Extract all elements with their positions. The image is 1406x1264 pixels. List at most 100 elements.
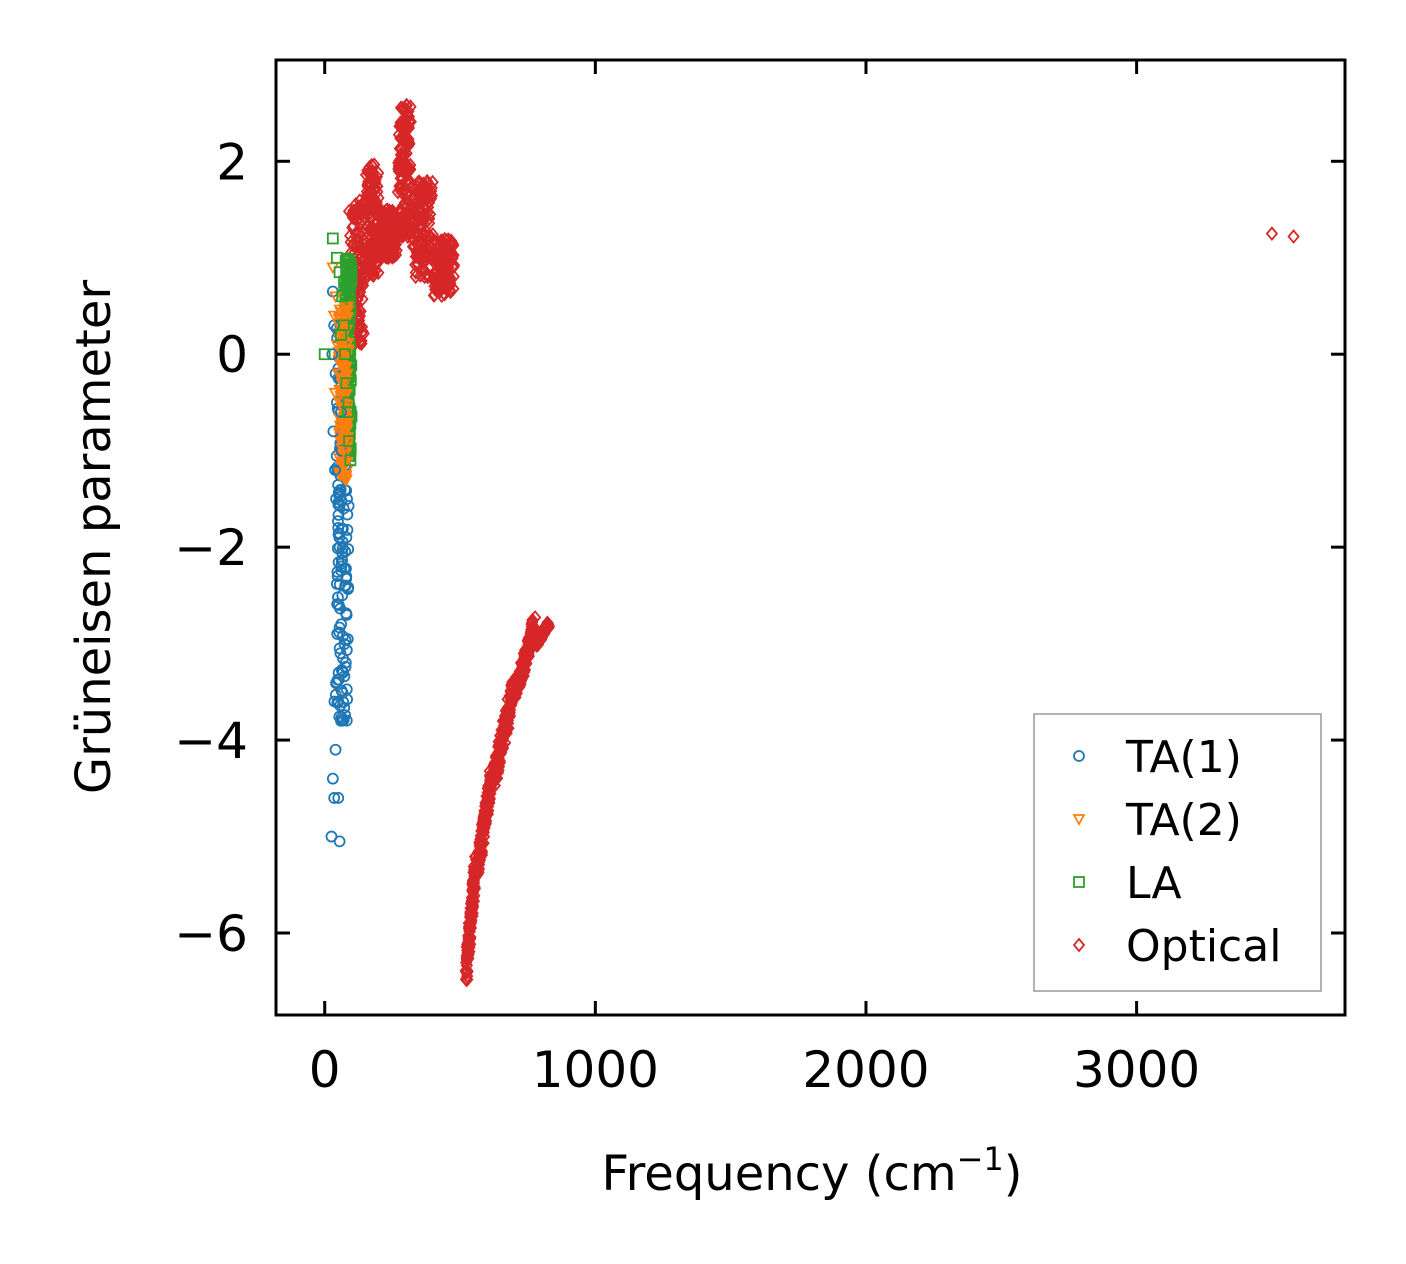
point-ta-1- bbox=[340, 609, 353, 621]
point-optical bbox=[444, 270, 457, 286]
y-tick-label: 2 bbox=[216, 133, 248, 191]
point-optical bbox=[401, 131, 415, 147]
point-optical bbox=[459, 971, 473, 987]
point-ta-1- bbox=[335, 618, 348, 631]
y-tick-label: −4 bbox=[174, 712, 248, 770]
point-la bbox=[335, 329, 347, 341]
point-optical bbox=[468, 879, 481, 895]
point-optical bbox=[493, 755, 507, 771]
legend-label-ta-1-: TA(1) bbox=[1125, 732, 1242, 783]
legend-marker-la bbox=[1073, 876, 1085, 888]
y-tick-label: 0 bbox=[216, 326, 248, 384]
point-optical bbox=[353, 335, 367, 351]
point-optical bbox=[444, 284, 457, 300]
point-ta-1- bbox=[329, 743, 342, 756]
axis-ticks: 0 1000 2000 3000 −6 −4 −2 0 2 bbox=[174, 60, 1345, 1099]
point-ta-1- bbox=[330, 676, 343, 689]
point-ta-1- bbox=[335, 714, 347, 727]
point-optical bbox=[372, 165, 385, 181]
point-optical bbox=[444, 233, 458, 249]
point-optical bbox=[418, 269, 431, 285]
point-optical bbox=[355, 336, 368, 352]
x-tick-label: 1000 bbox=[532, 1041, 659, 1099]
point-la bbox=[340, 377, 353, 390]
cluster-optical-5 bbox=[427, 231, 461, 304]
point-ta-2- bbox=[338, 399, 352, 411]
point-optical bbox=[425, 188, 439, 203]
point-ta-1- bbox=[337, 502, 350, 515]
point-ta-1- bbox=[333, 541, 346, 554]
point-optical bbox=[498, 735, 512, 751]
point-ta-1- bbox=[332, 792, 345, 804]
point-ta-1- bbox=[329, 464, 341, 476]
point-optical bbox=[446, 251, 459, 266]
point-optical bbox=[402, 109, 415, 125]
point-ta-2- bbox=[339, 370, 353, 383]
plot-frame bbox=[274, 58, 1347, 1017]
point-optical bbox=[432, 238, 445, 253]
point-optical bbox=[404, 157, 417, 173]
point-la bbox=[342, 255, 355, 268]
legend-items: TA(1) TA(2) LA Optical bbox=[1072, 732, 1281, 972]
point-la bbox=[330, 251, 343, 264]
cluster-optical-2 bbox=[373, 202, 404, 266]
point-optical bbox=[1265, 226, 1279, 242]
point-ta-2- bbox=[338, 471, 353, 483]
legend-marker-optical bbox=[1072, 937, 1086, 953]
point-optical bbox=[356, 323, 369, 339]
point-optical bbox=[404, 114, 417, 130]
point-la bbox=[343, 435, 355, 447]
point-ta-1- bbox=[328, 792, 341, 804]
point-ta-1- bbox=[333, 835, 346, 848]
point-ta-2- bbox=[331, 368, 345, 381]
series-optical bbox=[1265, 226, 1300, 244]
point-ta-1- bbox=[340, 714, 353, 727]
point-ta-1- bbox=[337, 666, 350, 679]
point-optical bbox=[426, 227, 440, 242]
point-ta-2- bbox=[341, 312, 355, 325]
point-la bbox=[339, 348, 351, 361]
point-ta-1- bbox=[330, 493, 342, 505]
point-ta-2- bbox=[338, 436, 352, 448]
point-optical bbox=[356, 278, 370, 294]
point-optical bbox=[493, 753, 506, 769]
point-optical bbox=[1287, 229, 1300, 244]
legend: TA(1) TA(2) LA Optical bbox=[1033, 713, 1322, 992]
point-optical bbox=[447, 259, 460, 275]
point-la bbox=[344, 454, 357, 467]
point-ta-1- bbox=[340, 644, 353, 657]
point-ta-1- bbox=[340, 570, 353, 583]
point-ta-2- bbox=[335, 378, 349, 391]
cluster-optical-10 bbox=[530, 615, 556, 654]
point-optical bbox=[464, 930, 477, 946]
point-ta-2- bbox=[328, 387, 342, 400]
point-optical bbox=[461, 964, 474, 980]
point-optical bbox=[464, 920, 478, 936]
x-axis-label: Frequency (cm−1) bbox=[601, 1140, 1022, 1202]
point-optical bbox=[367, 266, 380, 282]
legend-marker-ta-1- bbox=[1073, 750, 1085, 762]
point-la bbox=[326, 232, 339, 245]
point-ta-2- bbox=[341, 305, 355, 317]
legend-label-la: LA bbox=[1126, 858, 1182, 909]
point-optical bbox=[402, 177, 415, 193]
point-optical bbox=[447, 237, 460, 253]
point-optical bbox=[400, 145, 413, 161]
point-la bbox=[318, 348, 331, 361]
point-optical bbox=[424, 191, 438, 207]
point-ta-1- bbox=[331, 570, 344, 582]
point-ta-1- bbox=[332, 521, 345, 534]
legend-label-optical: Optical bbox=[1126, 921, 1281, 972]
point-ta-1- bbox=[328, 695, 341, 708]
point-optical bbox=[404, 99, 417, 115]
point-ta-1- bbox=[341, 693, 353, 706]
point-ta-1- bbox=[342, 543, 355, 556]
point-ta-2- bbox=[339, 474, 353, 487]
point-optical bbox=[461, 972, 474, 987]
point-optical bbox=[369, 263, 382, 279]
point-ta-2- bbox=[341, 414, 355, 427]
point-ta-1- bbox=[339, 660, 352, 673]
point-optical bbox=[372, 190, 385, 206]
point-ta-2- bbox=[333, 397, 347, 410]
point-ta-1- bbox=[336, 589, 349, 602]
